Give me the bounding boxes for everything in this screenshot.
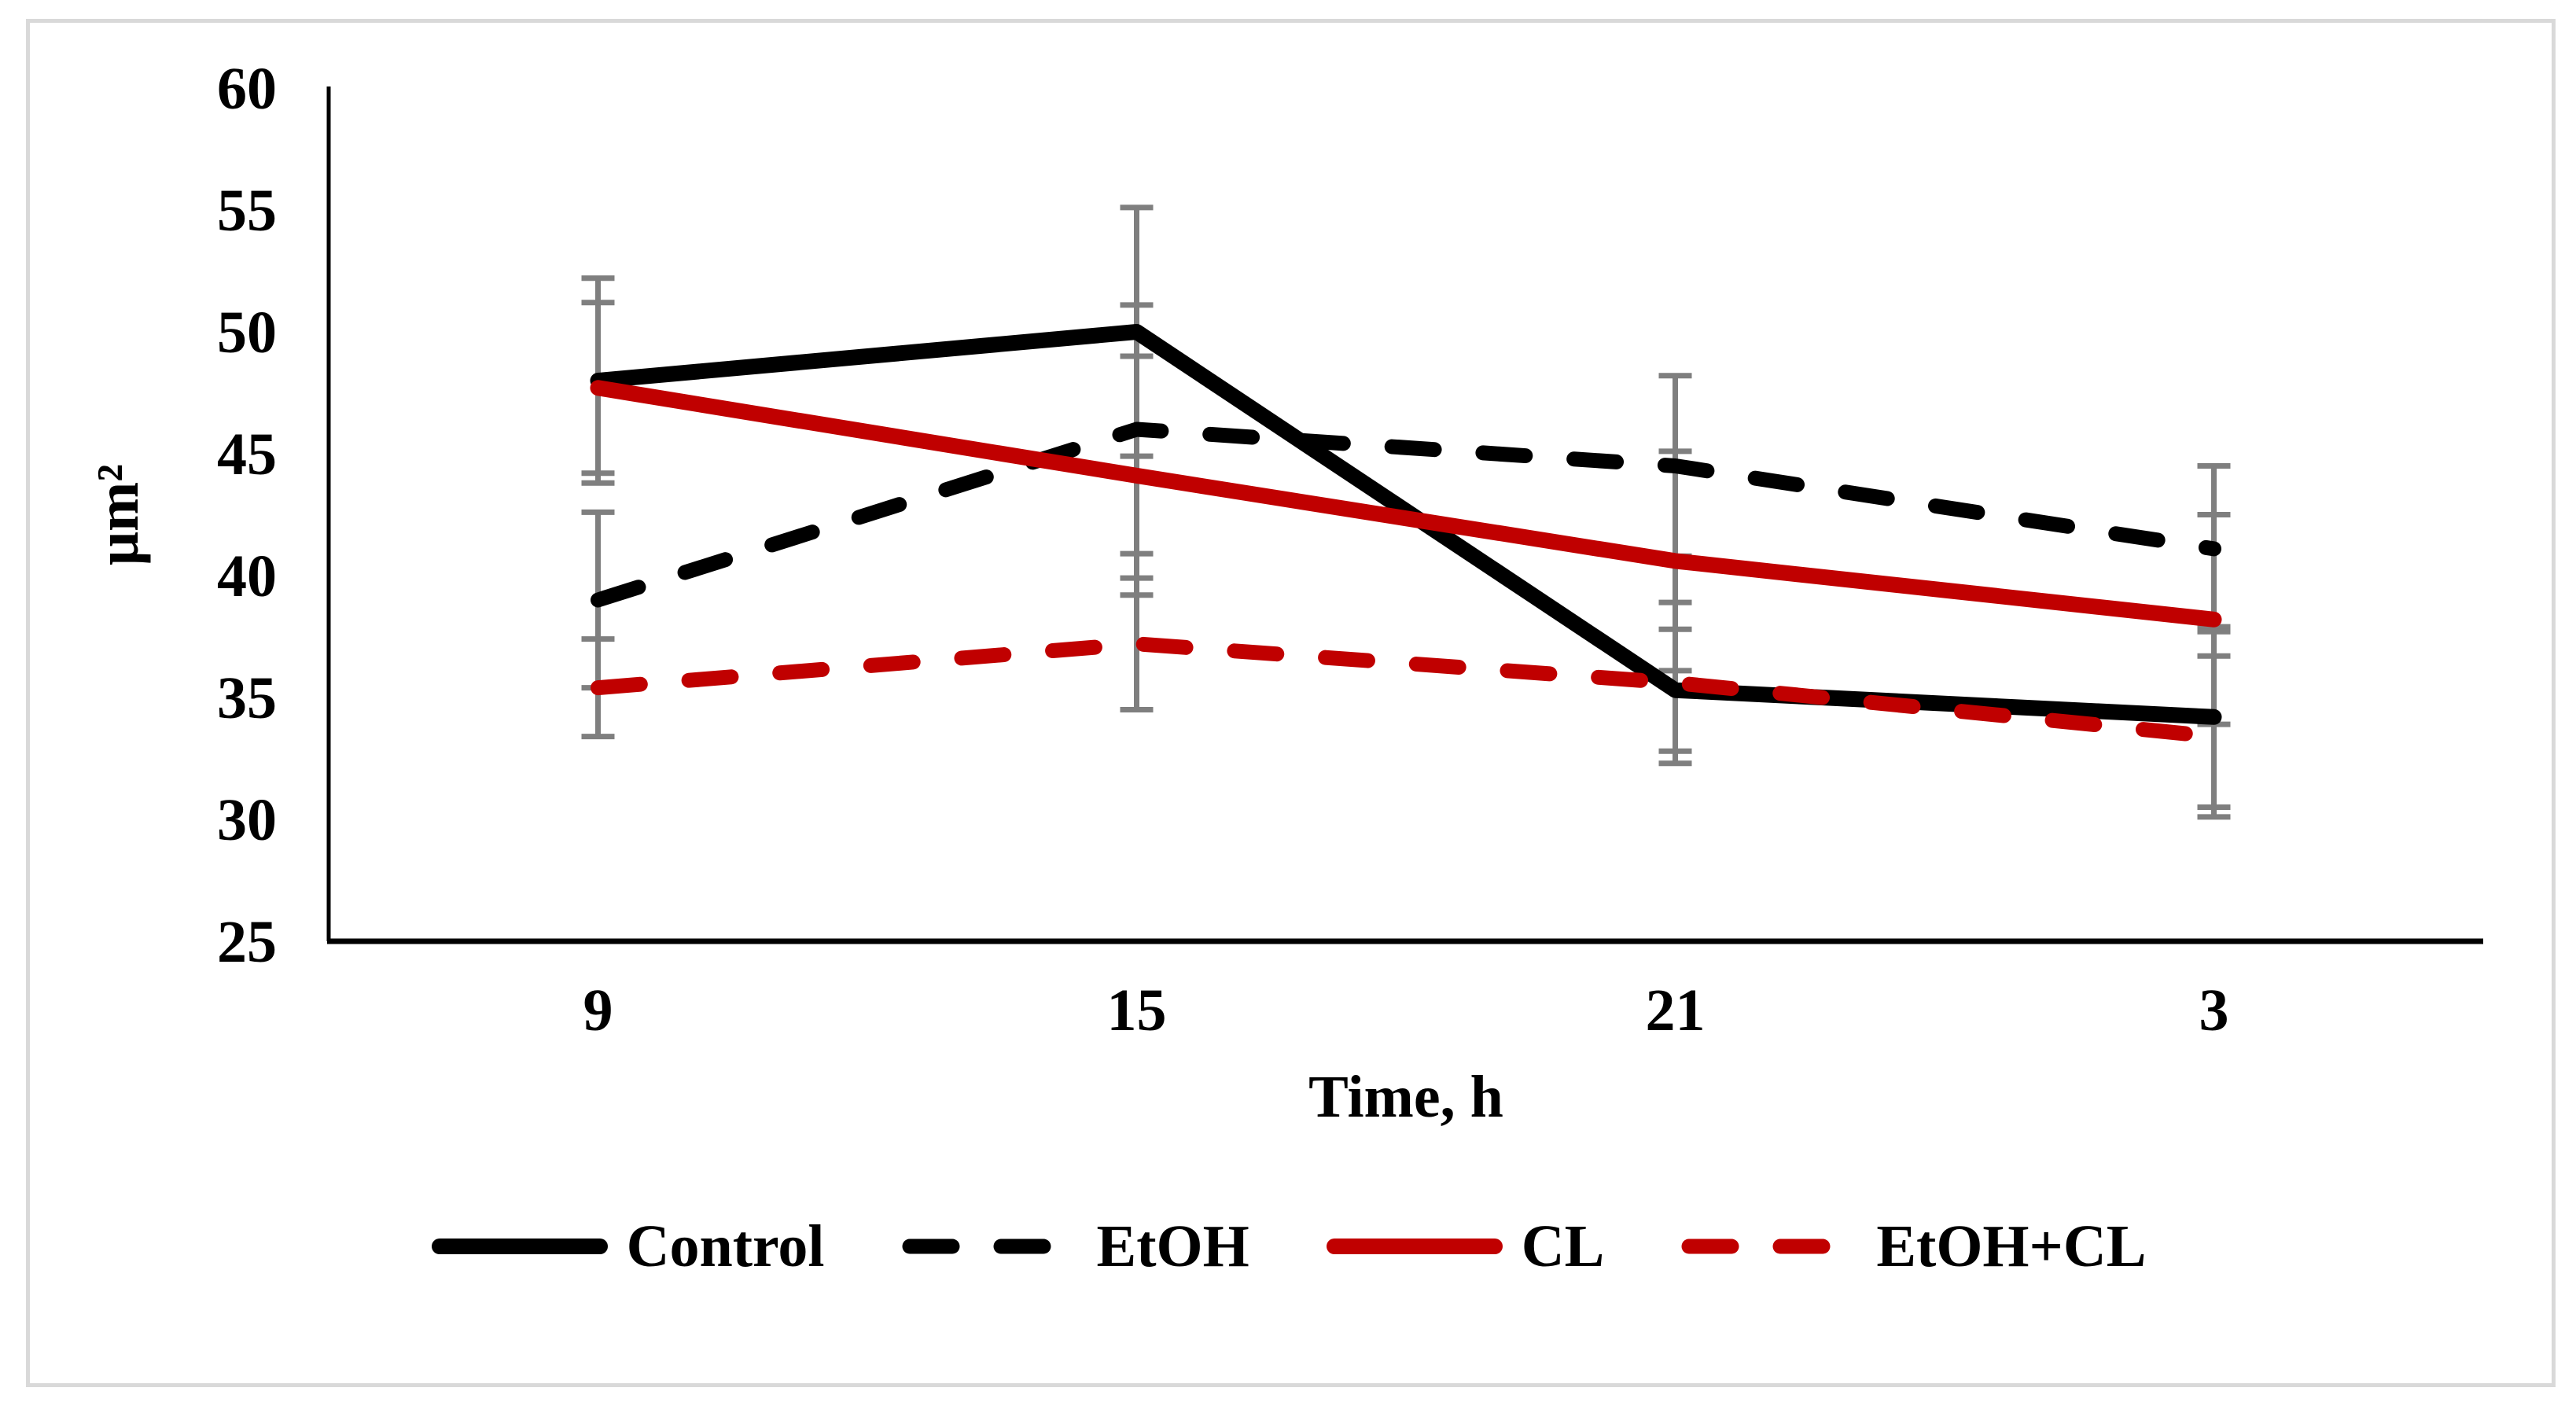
- series-line-etoh-cl: [591, 636, 2221, 745]
- y-axis-tick-labels: 25 30 35 40 45 50 55 60: [217, 56, 277, 975]
- legend-item-control: Control: [430, 1216, 825, 1276]
- x-axis-title: Time, h: [1308, 1064, 1503, 1130]
- legend-label: CL: [1521, 1213, 1605, 1279]
- legend-item-etoh-cl: EtOH+CL: [1680, 1216, 2146, 1276]
- y-tick-label: 60: [217, 56, 277, 122]
- legend: Control EtOH CL EtOH+CL: [0, 1205, 2576, 1288]
- legend-item-etoh: EtOH: [900, 1216, 1249, 1276]
- legend-item-cl: CL: [1325, 1213, 1605, 1279]
- legend-swatch: [431, 1239, 608, 1254]
- y-tick-label: 25: [217, 909, 277, 975]
- x-tick-label: 15: [1107, 977, 1167, 1043]
- legend-swatch: [1681, 1239, 1857, 1254]
- legend-label: EtOH+CL: [1876, 1213, 2147, 1279]
- y-tick-label: 50: [217, 300, 277, 366]
- legend-swatch: [902, 1239, 1077, 1254]
- y-tick-label: 55: [217, 178, 277, 244]
- x-axis-tick-labels: 9 15 21 3: [583, 977, 2229, 1043]
- y-tick-label: 30: [217, 787, 277, 853]
- y-tick-label: 40: [217, 543, 277, 609]
- series-line-etoh: [591, 421, 2221, 608]
- y-tick-label: 35: [217, 665, 277, 731]
- legend-label: EtOH: [1096, 1213, 1249, 1279]
- legend-swatch: [1326, 1239, 1503, 1254]
- y-axis-title: μm²: [85, 464, 151, 565]
- x-tick-label: 3: [2199, 977, 2229, 1043]
- x-tick-label: 21: [1646, 977, 1706, 1043]
- y-tick-label: 45: [217, 421, 277, 488]
- x-tick-label: 9: [583, 977, 613, 1043]
- series-line-cl: [590, 380, 2222, 628]
- legend-label: Control: [626, 1213, 825, 1279]
